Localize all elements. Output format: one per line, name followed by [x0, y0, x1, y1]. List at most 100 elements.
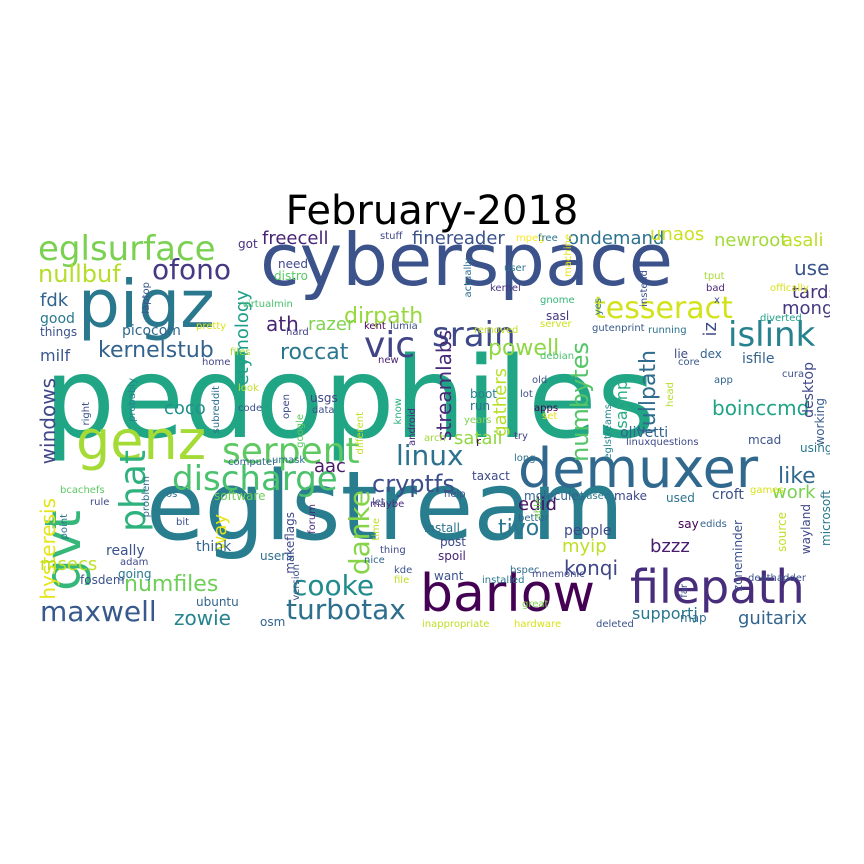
cloud-word: razer	[308, 314, 355, 335]
cloud-word: eglsurface	[38, 229, 216, 269]
cloud-word: guitarix	[738, 608, 807, 629]
cloud-word: molecules	[524, 489, 585, 503]
cloud-word: olivetti	[620, 425, 669, 441]
cloud-word: roccat	[280, 340, 349, 365]
cloud-word: hysteresis	[38, 498, 60, 600]
cloud-word: sasl	[546, 309, 570, 323]
cloud-word: mongo	[782, 298, 830, 319]
cloud-word: coco	[164, 398, 206, 419]
cloud-word: diverted	[760, 313, 802, 324]
cloud-word: head	[665, 382, 676, 407]
cloud-word: working	[813, 398, 827, 446]
cloud-word: microsoft	[819, 490, 830, 546]
cloud-word: free	[538, 233, 558, 244]
cloud-word: bcachefs	[60, 485, 105, 496]
cloud-word: stuff	[380, 231, 403, 242]
cloud-word: unaos	[650, 228, 705, 245]
cloud-word: maybe	[370, 499, 405, 510]
cloud-word: filepath	[630, 560, 805, 614]
cloud-word: lot	[520, 389, 533, 400]
cloud-word: kernelstub	[98, 338, 214, 363]
word-cloud: pedophiles eglstream cyberspace barlow filep…	[38, 228, 830, 630]
cloud-word: picocom	[122, 323, 181, 339]
cloud-word: map	[680, 611, 707, 625]
cloud-word: based	[580, 491, 611, 502]
cloud-word: bad	[706, 283, 725, 294]
cloud-word: able	[533, 498, 544, 520]
cloud-word: source	[775, 512, 789, 552]
cloud-word: user	[504, 263, 526, 274]
cloud-word: post	[440, 535, 466, 549]
cloud-word: let	[372, 497, 385, 508]
cloud-word: boot	[470, 387, 498, 401]
cloud-word: srain	[432, 315, 516, 355]
cloud-word: app	[714, 375, 733, 386]
cloud-word: say	[678, 517, 699, 531]
cloud-word: supportj	[632, 604, 698, 623]
cloud-word: long	[514, 453, 536, 464]
cloud-word: cura	[782, 369, 805, 380]
cloud-word: point	[59, 514, 70, 540]
cloud-word: osm	[260, 615, 286, 629]
cloud-word: usgs	[310, 391, 338, 405]
cloud-word: forum	[307, 504, 318, 534]
cloud-word: inappropriate	[422, 619, 490, 630]
cloud-word: deleted	[596, 619, 634, 630]
cloud-word: mnemonic	[532, 569, 585, 580]
cloud-word: tivo	[498, 516, 540, 541]
cloud-word: genz	[76, 409, 207, 472]
cloud-word: mcad	[748, 433, 782, 447]
cloud-word: virtualmin	[242, 299, 293, 310]
cloud-word: help	[444, 489, 466, 500]
cloud-word: removed	[474, 325, 519, 336]
cloud-word: know	[393, 398, 404, 425]
cloud-word: barlow	[420, 564, 596, 624]
chart-title: February-2018	[285, 188, 579, 234]
cloud-word: isfile	[742, 351, 775, 367]
cloud-word: fullpath	[636, 350, 661, 434]
cloud-word: work	[772, 482, 816, 503]
cloud-word: installed	[482, 575, 525, 586]
cloud-word: ubuntu	[196, 595, 239, 609]
cloud-word: run	[470, 399, 491, 413]
cloud-word: try	[514, 431, 528, 442]
cloud-word: version	[291, 564, 302, 601]
cloud-word: mpeg	[516, 233, 545, 244]
cloud-word: tards	[792, 282, 830, 303]
cloud-word: os	[166, 489, 178, 500]
cloud-word: hard	[286, 327, 309, 338]
cloud-word: kent	[364, 321, 386, 332]
cloud-word: spoil	[438, 549, 466, 563]
cloud-word: core	[678, 357, 700, 368]
cloud-word: taxact	[472, 469, 510, 483]
cloud-word: different	[355, 412, 366, 455]
cloud-word: old	[532, 375, 548, 386]
cloud-word: used	[666, 491, 695, 505]
cloud-word: think	[196, 539, 232, 555]
cloud-word: eglstream	[146, 452, 625, 562]
cloud-word: using	[800, 441, 830, 455]
cloud-word: iz	[700, 322, 721, 337]
cloud-word: install	[424, 521, 460, 535]
cloud-word: instead	[639, 270, 650, 307]
cloud-word: open	[281, 394, 292, 419]
cloud-word: offically	[770, 283, 809, 294]
cloud-word: google	[295, 414, 306, 448]
cloud-word: myip	[562, 536, 607, 557]
cloud-word: file	[394, 575, 410, 586]
cloud-word: android	[407, 408, 418, 446]
cloud-word: arch	[424, 433, 446, 444]
cloud-word: nice	[364, 555, 385, 566]
cloud-word: far	[679, 584, 690, 598]
cloud-word: edids	[700, 519, 727, 530]
cloud-word: laptop	[141, 282, 152, 314]
cloud-word: pigz	[78, 266, 215, 343]
cloud-word: make	[614, 489, 647, 503]
cloud-word: like	[778, 464, 816, 489]
cloud-word: gnome	[540, 295, 575, 306]
cloud-word: want	[434, 569, 464, 583]
cloud-word: adam	[120, 557, 149, 568]
cloud-word: kernel	[490, 283, 521, 294]
cloud-word: vic	[364, 325, 416, 366]
cloud-word: zowie	[174, 606, 231, 630]
